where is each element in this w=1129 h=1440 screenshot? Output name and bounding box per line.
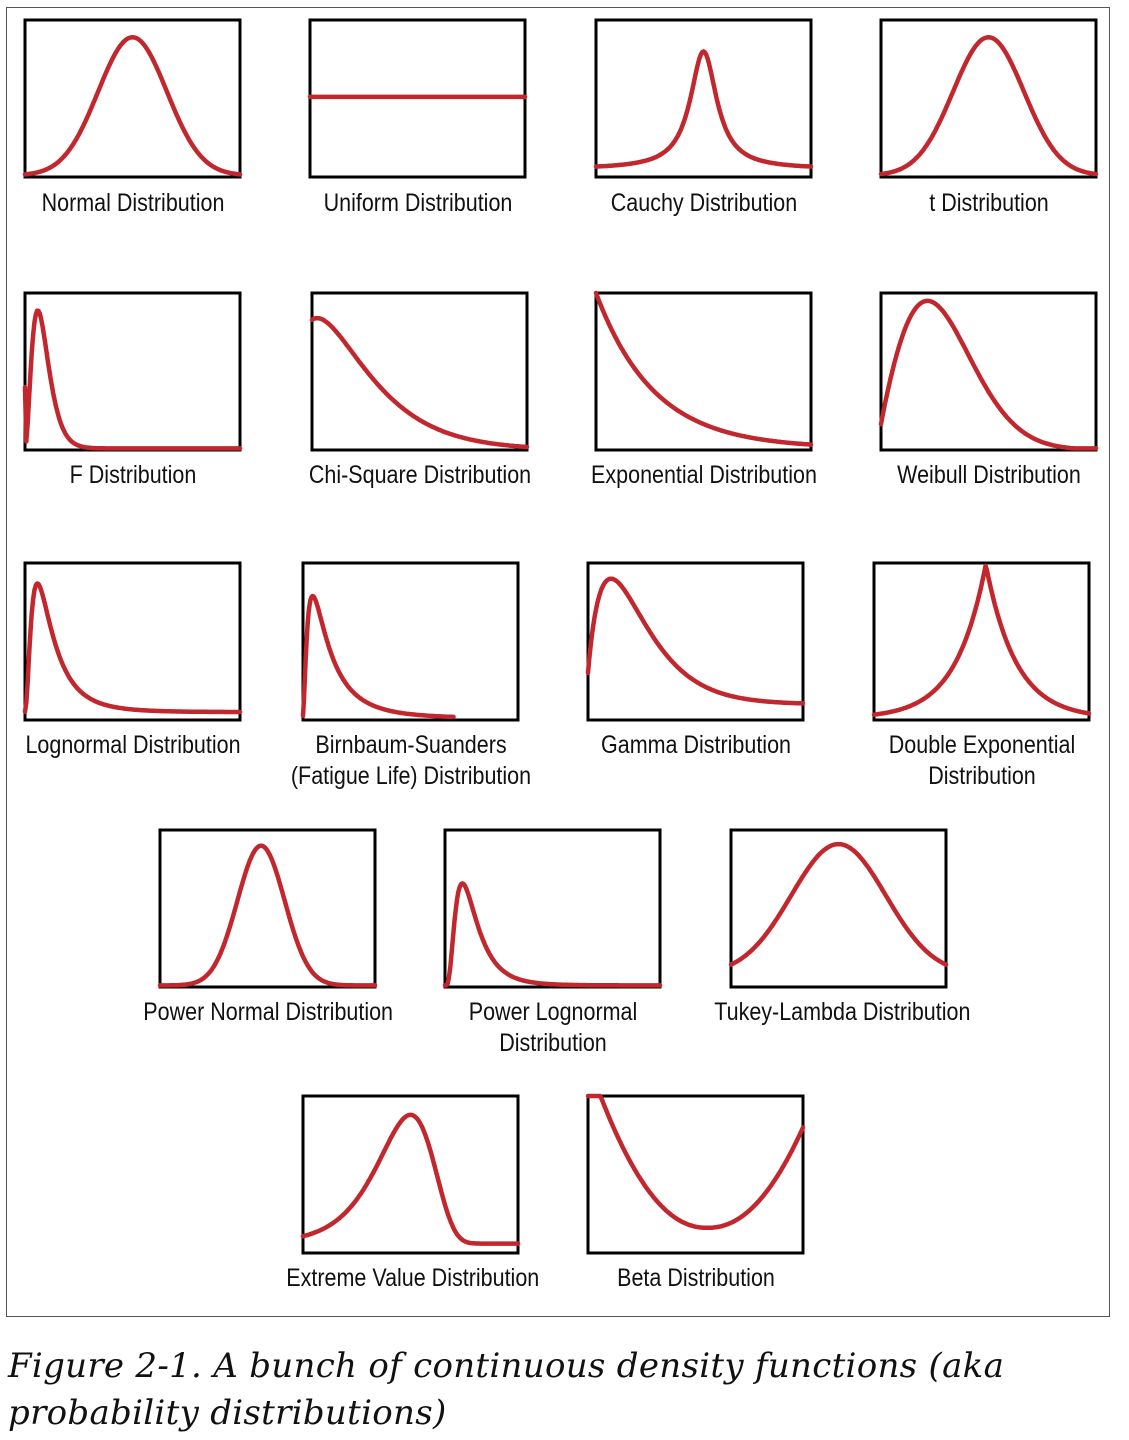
density-curve-power-lognormal [442,881,663,988]
panel-label-line: Birnbaum-Suanders [314,731,507,759]
figure-frame [6,7,1110,1317]
panel-label-exponential: Exponential Distribution [579,460,828,491]
panel-label-double-exponential: Double Exponential Distribution [857,730,1106,792]
plot-box [729,828,948,989]
plot-box [879,291,1098,452]
panel-label-line: Power Normal Distribution [142,998,393,1026]
panel-beta [585,1093,806,1255]
panel-label-line: Uniform Distribution [323,189,512,217]
plot-box [879,18,1098,179]
density-curve-chi-square [309,315,530,450]
panel-label-weibull: Weibull Distribution [864,460,1113,491]
panel-label-f: F Distribution [8,460,257,491]
panel-label-t: t Distribution [864,188,1113,219]
distribution-panels [22,18,1099,1255]
plot-box [23,291,242,452]
density-curve-weibull [878,298,1099,451]
panel-label-line: Extreme Value Distribution [285,1264,539,1292]
panel-label-uniform: Uniform Distribution [293,188,542,219]
panel-label-line: Distribution [927,762,1036,790]
plot-box [23,561,242,722]
panel-exponential [593,290,814,452]
panel-label-lognormal: Lognormal Distribution [8,730,257,761]
panel-label-line: Double Exponential [888,731,1075,759]
panel-uniform [307,18,528,179]
density-curve-cauchy [593,49,814,169]
density-curve-beta [585,1093,806,1231]
plot-box [872,561,1091,722]
density-curve-normal [22,35,243,177]
panel-label-line: F Distribution [69,461,196,489]
panel-label-beta: Beta Distribution [571,1263,820,1294]
density-curve-f [22,308,243,451]
density-curve-lognormal [22,581,243,715]
density-curve-double-exponential [871,563,1092,717]
panel-label-tukey-lambda: Tukey-Lambda Distribution [713,997,970,1028]
plot-box [158,828,377,989]
panel-weibull [878,291,1099,452]
panel-chi-square [309,291,530,452]
panel-label-line: Power Lognormal [468,998,637,1026]
panel-label-normal: Normal Distribution [8,188,257,219]
plot-box [310,291,529,452]
panel-label-line: Weibull Distribution [896,461,1081,489]
panel-cauchy [593,18,814,179]
plot-box [586,561,805,722]
panel-power-normal [157,828,378,989]
panel-normal [22,18,243,179]
panel-label-power-lognormal: Power Lognormal Distribution [428,997,677,1059]
panel-label-line: Distribution [498,1029,607,1057]
panel-label-line: Normal Distribution [41,189,224,217]
plot-box [443,828,662,989]
panel-label-line: Exponential Distribution [590,461,817,489]
plot-box [594,18,813,179]
plot-box [301,561,520,722]
panel-f [22,291,243,452]
plot-box [586,1094,805,1255]
panel-label-birnbaum-saunders: Birnbaum-Suanders (Fatigue Life) Distribu… [286,730,535,792]
density-curve-exponential [593,290,814,447]
panel-label-chi-square: Chi-Square Distribution [295,460,544,491]
panel-label-extreme-value: Extreme Value Distribution [285,1263,539,1294]
panel-label-power-normal: Power Normal Distribution [142,997,393,1028]
panel-gamma [585,561,806,722]
density-curve-birnbaum-saunders [300,593,456,720]
density-curve-t [878,35,1099,177]
panel-label-line: Tukey-Lambda Distribution [713,998,970,1026]
density-curve-power-normal [157,843,378,988]
panel-t [878,18,1099,179]
panel-label-cauchy: Cauchy Distribution [579,188,828,219]
plot-box [594,291,813,452]
density-curve-tukey-lambda [728,841,949,967]
panel-label-gamma: Gamma Distribution [571,730,820,761]
figure-caption: Figure 2-1. A bunch of continuous densit… [8,1346,1005,1433]
panel-power-lognormal [442,828,663,989]
panel-label-line: Gamma Distribution [600,731,791,759]
panel-lognormal [22,561,243,722]
panel-double-exponential [871,561,1092,722]
panel-birnbaum-saunders [300,561,520,722]
panel-label-line: (Fatigue Life) Distribution [290,762,531,790]
panel-tukey-lambda [728,828,949,989]
panel-label-line: Lognormal Distribution [24,731,241,759]
panel-label-line: Cauchy Distribution [610,189,797,217]
panel-label-line: t Distribution [928,189,1049,217]
density-curve-extreme-value [300,1112,521,1246]
plot-box [301,1094,520,1255]
panel-extreme-value [300,1094,521,1255]
panel-label-line: Beta Distribution [616,1264,775,1292]
plot-box [23,18,242,179]
density-curve-gamma [585,576,806,706]
panel-label-line: Chi-Square Distribution [308,461,531,489]
